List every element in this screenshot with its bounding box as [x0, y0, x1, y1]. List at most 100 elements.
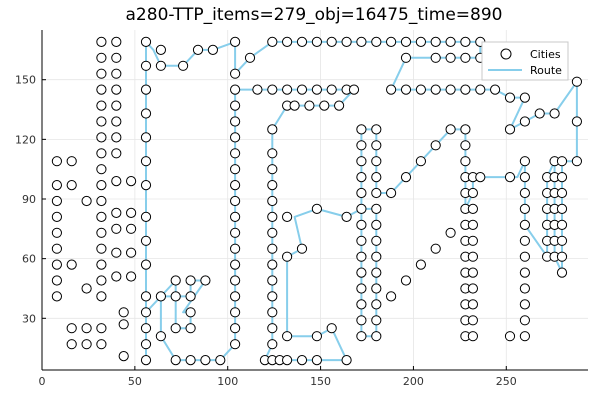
city-point: [178, 60, 189, 71]
y-tick-label-0: 30: [22, 312, 36, 325]
city-point: [519, 267, 531, 278]
city-point: [185, 355, 196, 366]
city-point: [230, 84, 241, 95]
city-point: [230, 116, 241, 127]
city-point: [51, 227, 63, 238]
city-point: [96, 195, 107, 207]
city-point: [81, 323, 92, 334]
city-point: [111, 84, 122, 95]
city-point: [356, 235, 367, 246]
city-point: [111, 116, 122, 127]
city-point: [111, 68, 122, 79]
city-point: [430, 36, 441, 48]
city-point: [556, 172, 568, 183]
city-point: [267, 227, 278, 238]
city-point: [267, 243, 278, 254]
city-point: [415, 156, 426, 167]
x-tick-label-4: 200: [403, 375, 424, 388]
city-point: [96, 339, 107, 350]
city-point: [207, 44, 218, 56]
legend-box: [481, 41, 569, 81]
city-point: [282, 36, 293, 48]
city-point: [267, 275, 278, 286]
city-point: [230, 36, 241, 48]
city-point: [356, 331, 367, 342]
city-point: [140, 339, 152, 350]
city-point: [140, 235, 152, 246]
city-point: [556, 187, 568, 199]
city-point: [96, 164, 107, 175]
city-point: [230, 227, 241, 238]
city-point: [371, 283, 382, 294]
city-point: [519, 187, 531, 199]
city-point: [126, 223, 137, 234]
city-point: [96, 68, 107, 79]
city-point: [51, 291, 63, 302]
city-point: [96, 243, 107, 254]
city-point: [155, 291, 166, 302]
city-point: [230, 307, 241, 318]
city-point: [111, 176, 122, 187]
y-tick-label-3: 120: [15, 133, 36, 146]
city-point: [230, 68, 241, 79]
city-point: [460, 52, 471, 63]
city-point: [140, 259, 152, 270]
city-point: [140, 84, 152, 95]
city-point: [386, 84, 397, 95]
legend: Cities Route: [481, 41, 569, 81]
city-point: [571, 156, 583, 167]
city-point: [140, 291, 152, 302]
city-point: [96, 323, 107, 334]
city-point: [140, 108, 152, 119]
city-point: [326, 36, 337, 48]
city-point: [230, 275, 241, 286]
city-point: [66, 259, 77, 270]
city-point: [400, 52, 412, 63]
city-point: [445, 124, 456, 135]
city-point: [96, 132, 107, 143]
x-tick-label-5: 250: [496, 375, 517, 388]
city-point: [230, 211, 241, 222]
city-point: [140, 36, 152, 48]
city-point: [475, 84, 486, 95]
city-point: [371, 235, 382, 246]
city-point: [118, 319, 129, 330]
city-point: [519, 235, 531, 246]
city-point: [66, 339, 77, 350]
city-point: [400, 84, 412, 95]
city-point: [51, 180, 63, 191]
city-point: [230, 132, 241, 143]
city-point: [371, 36, 382, 48]
city-point: [81, 283, 92, 294]
city-point: [556, 156, 568, 167]
city-point: [356, 172, 367, 183]
city-point: [467, 299, 478, 310]
city-point: [51, 211, 63, 222]
city-point: [96, 211, 107, 222]
city-point: [96, 291, 107, 302]
city-point: [230, 323, 241, 334]
city-point: [296, 355, 308, 366]
city-point: [371, 219, 382, 230]
city-point: [170, 275, 181, 286]
city-point: [311, 203, 322, 214]
city-point: [282, 331, 293, 342]
city-point: [96, 36, 107, 48]
city-point: [51, 243, 63, 254]
city-point: [519, 299, 531, 310]
city-point: [460, 140, 471, 151]
city-point: [111, 100, 122, 111]
city-point: [549, 108, 560, 119]
city-point: [519, 331, 531, 342]
tick-labels: 0 50 100 150 200 250 30 60 90 120 150: [15, 74, 517, 388]
city-point: [371, 124, 382, 135]
city-point: [111, 223, 122, 234]
city-point: [252, 84, 263, 95]
city-point: [356, 124, 367, 135]
city-point: [519, 156, 531, 167]
city-point: [215, 355, 226, 366]
city-point: [296, 36, 308, 48]
city-point: [185, 275, 196, 286]
city-point: [111, 207, 122, 218]
city-point: [341, 355, 352, 366]
